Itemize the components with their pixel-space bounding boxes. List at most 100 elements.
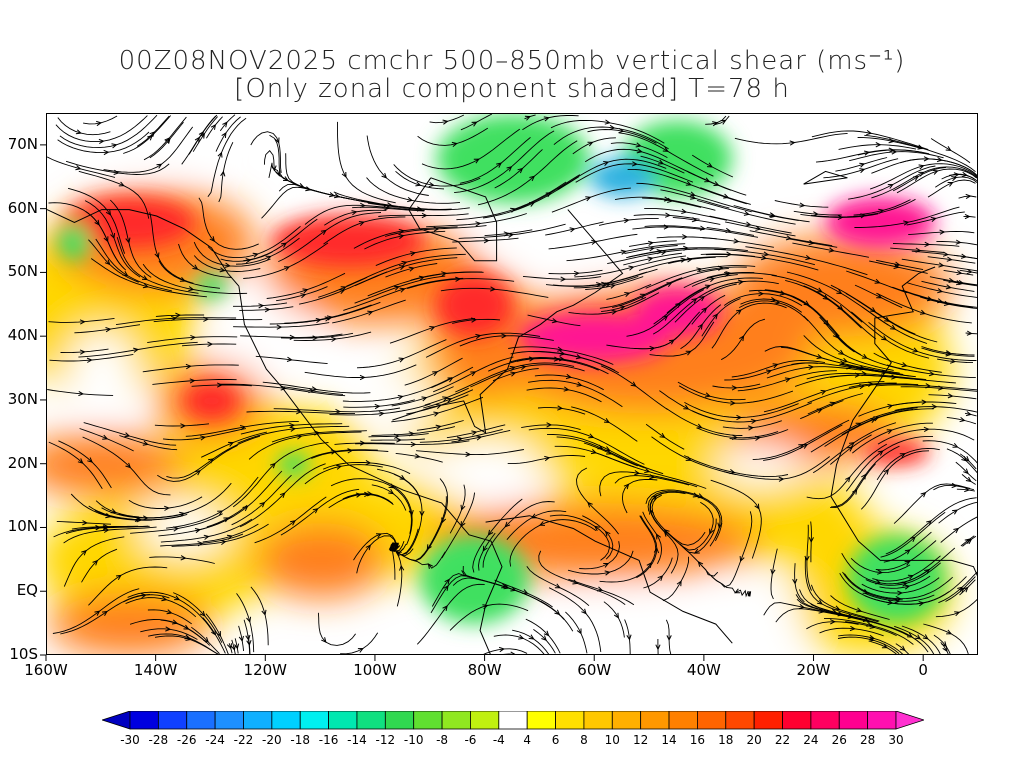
streamline-arrow <box>922 634 929 640</box>
streamline-arrow <box>295 409 302 415</box>
streamline-arrow <box>290 426 297 432</box>
streamline-arrow <box>587 141 594 147</box>
streamline-arrow <box>891 374 898 380</box>
streamline <box>852 422 933 454</box>
streamline <box>125 597 197 618</box>
streamline <box>723 456 830 480</box>
streamline <box>304 204 425 225</box>
streamline <box>738 300 809 322</box>
streamline <box>546 434 664 475</box>
streamline-arrow <box>296 434 303 440</box>
streamline <box>82 436 171 496</box>
streamline-arrow <box>335 408 342 415</box>
streamline-arrow <box>834 605 841 611</box>
streamline <box>876 447 940 481</box>
streamline-arrow <box>399 474 406 480</box>
streamline-arrow <box>877 450 884 456</box>
colorbar-box <box>328 711 358 730</box>
streamline <box>763 381 885 413</box>
streamline-arrow <box>396 437 403 443</box>
streamline-arrow <box>964 213 971 220</box>
streamline-arrow <box>554 583 561 589</box>
streamline-arrow <box>910 536 916 543</box>
streamline <box>129 619 211 646</box>
shear-jet-core <box>633 286 722 338</box>
streamline-arrow <box>697 493 704 499</box>
streamline-arrow <box>520 364 527 370</box>
streamline-arrow <box>265 255 272 261</box>
streamline-arrow <box>899 645 906 652</box>
streamline-arrow <box>950 358 957 364</box>
colorbar-label: -12 <box>375 733 396 747</box>
streamline-arrow <box>230 644 236 651</box>
streamline-arrow <box>433 226 440 232</box>
streamline-arrow <box>529 175 536 182</box>
streamline-arrow <box>524 115 531 121</box>
streamline <box>633 214 700 220</box>
streamline-arrow <box>593 525 600 532</box>
streamline <box>71 525 139 530</box>
streamline-arrow <box>149 131 156 137</box>
streamline-arrow <box>939 229 946 235</box>
streamline <box>378 213 469 217</box>
colorbar-label: -8 <box>436 733 449 747</box>
streamline-arrow <box>473 158 480 164</box>
streamline-arrow <box>936 156 943 163</box>
streamline <box>366 177 461 204</box>
streamline-arrow <box>557 405 564 411</box>
streamline <box>198 197 259 250</box>
streamline-arrow <box>636 148 643 154</box>
streamline <box>819 627 884 637</box>
streamline <box>56 520 112 525</box>
streamline-arrow <box>904 584 911 590</box>
streamline-arrow <box>179 276 186 282</box>
streamline-arrow <box>712 121 719 127</box>
streamline-arrow <box>866 129 873 136</box>
coastline <box>830 266 936 497</box>
streamline <box>149 212 194 284</box>
streamline <box>48 441 103 489</box>
streamline-arrow <box>808 537 814 543</box>
streamline <box>237 425 350 444</box>
coastline <box>238 286 503 654</box>
streamline <box>206 116 223 139</box>
streamline-arrow <box>442 605 448 611</box>
streamline-arrow <box>837 611 844 617</box>
streamline-arrow <box>856 607 863 613</box>
shear-neutral <box>68 330 135 408</box>
streamline-arrow <box>659 432 666 439</box>
streamline <box>875 384 977 391</box>
streamline-arrow <box>647 240 654 246</box>
streamline-arrow <box>861 473 867 480</box>
streamline <box>901 258 977 272</box>
streamline-arrow <box>816 408 823 414</box>
streamline-arrow <box>358 221 365 227</box>
streamline <box>385 263 438 278</box>
streamline-arrow <box>86 357 93 363</box>
streamline-arrow <box>690 194 697 200</box>
streamline <box>171 523 269 547</box>
streamline-arrow <box>765 369 772 375</box>
streamline-arrow <box>576 381 583 387</box>
streamline-arrow <box>772 363 779 369</box>
lon-label: 160W <box>24 661 68 679</box>
coastline <box>485 515 733 644</box>
streamline <box>575 163 694 183</box>
streamline-arrow <box>808 239 815 246</box>
streamline <box>389 318 476 344</box>
streamline-arrow <box>125 462 132 469</box>
streamline-arrow <box>591 239 598 245</box>
colorbar-box <box>299 711 329 730</box>
streamline-arrow <box>915 247 922 253</box>
streamline <box>323 216 406 245</box>
streamline-arrow <box>875 142 882 148</box>
streamline-arrow <box>188 286 195 292</box>
streamline-arrow <box>374 403 381 410</box>
streamline-arrow <box>219 267 226 273</box>
streamline-arrow <box>124 432 131 438</box>
streamline <box>644 225 759 238</box>
streamline <box>329 403 431 416</box>
streamline-arrow <box>676 580 682 587</box>
streamline-arrow <box>947 393 954 399</box>
streamline <box>273 407 401 413</box>
